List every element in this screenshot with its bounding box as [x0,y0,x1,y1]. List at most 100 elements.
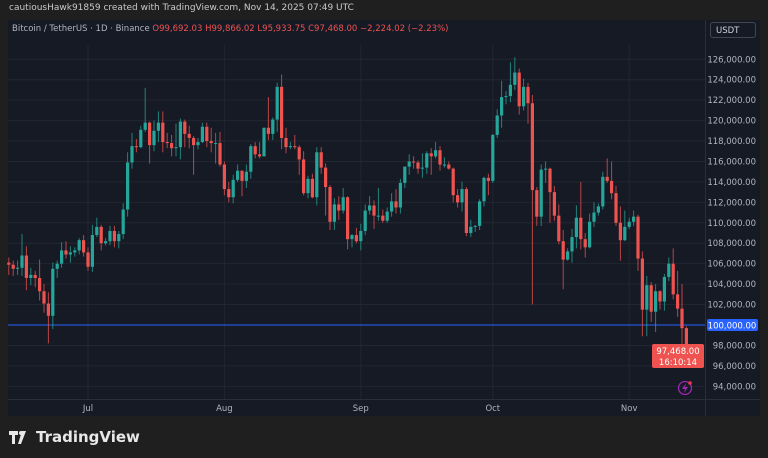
candle-body [671,263,675,295]
candle [328,184,332,230]
candle-body [403,166,407,183]
candle [354,227,358,244]
candle-body [280,86,284,138]
candle-body [508,84,512,97]
lightning-icon[interactable] [677,380,693,396]
candle-body [328,187,332,222]
candle [636,214,640,271]
candle [178,118,182,160]
y-tick-label: 116,000.00 [707,157,756,167]
candle [46,292,50,344]
candle-body [636,216,640,259]
candle-body [68,252,72,255]
legend-high: H99,866.02 [205,24,255,34]
candle [262,127,266,157]
x-tick-label: Sep [353,404,369,414]
candle [112,225,116,248]
candle [55,260,59,278]
candle [240,170,244,197]
candle-body [623,226,627,241]
legend-low: L95,933.75 [257,24,306,34]
candle [530,95,534,305]
x-tick-label: Nov [621,404,638,414]
y-tick-label: 98,000.00 [713,341,756,351]
candle [139,125,143,149]
candle-body [574,217,578,238]
candle [324,163,328,216]
candle [381,209,385,223]
candle-body [29,274,33,278]
candle [288,142,292,150]
candle [460,181,464,212]
candle [451,167,455,203]
candle [192,135,196,175]
candle [297,145,301,175]
candle [385,207,389,223]
candle [469,219,473,238]
candle [535,187,539,226]
candle [394,189,398,214]
candle [42,284,46,313]
candle-body [161,122,165,143]
candle-body [104,241,108,244]
candle [645,275,649,337]
candle-body [77,240,81,251]
legend-change: −2,224.02 (−2.23%) [360,24,449,34]
candle [244,164,248,189]
candle [614,186,618,226]
candle-body [139,129,143,148]
candle-body [249,146,253,172]
candle-body [363,210,367,231]
candle-body [359,230,363,242]
candle-body [38,277,42,292]
candle-body [658,291,662,302]
candle [134,138,138,153]
candle-body [51,268,55,316]
candle-body [266,127,270,134]
candle [337,196,341,220]
candle [174,123,178,157]
candle [517,68,521,115]
candle [266,97,270,141]
candle-body [324,167,328,188]
candle [205,122,209,148]
candle [60,242,64,268]
candle-body [306,178,310,194]
symbol-title[interactable]: Bitcoin / TetherUS · 1D · Binance [12,24,150,34]
candle [522,78,526,111]
candle [350,234,354,248]
candle [108,225,112,246]
candle-body [420,167,424,169]
candle-body [236,170,240,180]
candle [596,203,600,216]
candle [117,230,121,249]
currency-button[interactable]: USDT [710,22,756,38]
brand-name: TradingView [36,428,140,446]
candle-body [451,168,455,196]
candle [143,87,147,132]
candle [161,111,165,153]
candle [526,82,530,124]
candle-body [302,159,306,194]
alert-dot [688,381,692,385]
candle-body [227,189,231,198]
candle [478,199,482,230]
candle [508,62,512,103]
y-tick-label: 124,000.00 [707,76,756,86]
candle-body [407,161,411,167]
candle [438,146,442,171]
candle [130,132,134,169]
candle-body [526,86,530,104]
candle-body [196,142,200,146]
candle [671,248,675,300]
candle [73,247,77,257]
lightning-icon-ring [677,380,693,396]
candle-body [394,201,398,208]
y-tick-label: 122,000.00 [707,96,756,106]
candle-body [500,97,504,116]
candle [64,241,68,259]
candle-body [464,189,468,234]
candle [95,217,99,238]
candle-body [557,215,561,242]
